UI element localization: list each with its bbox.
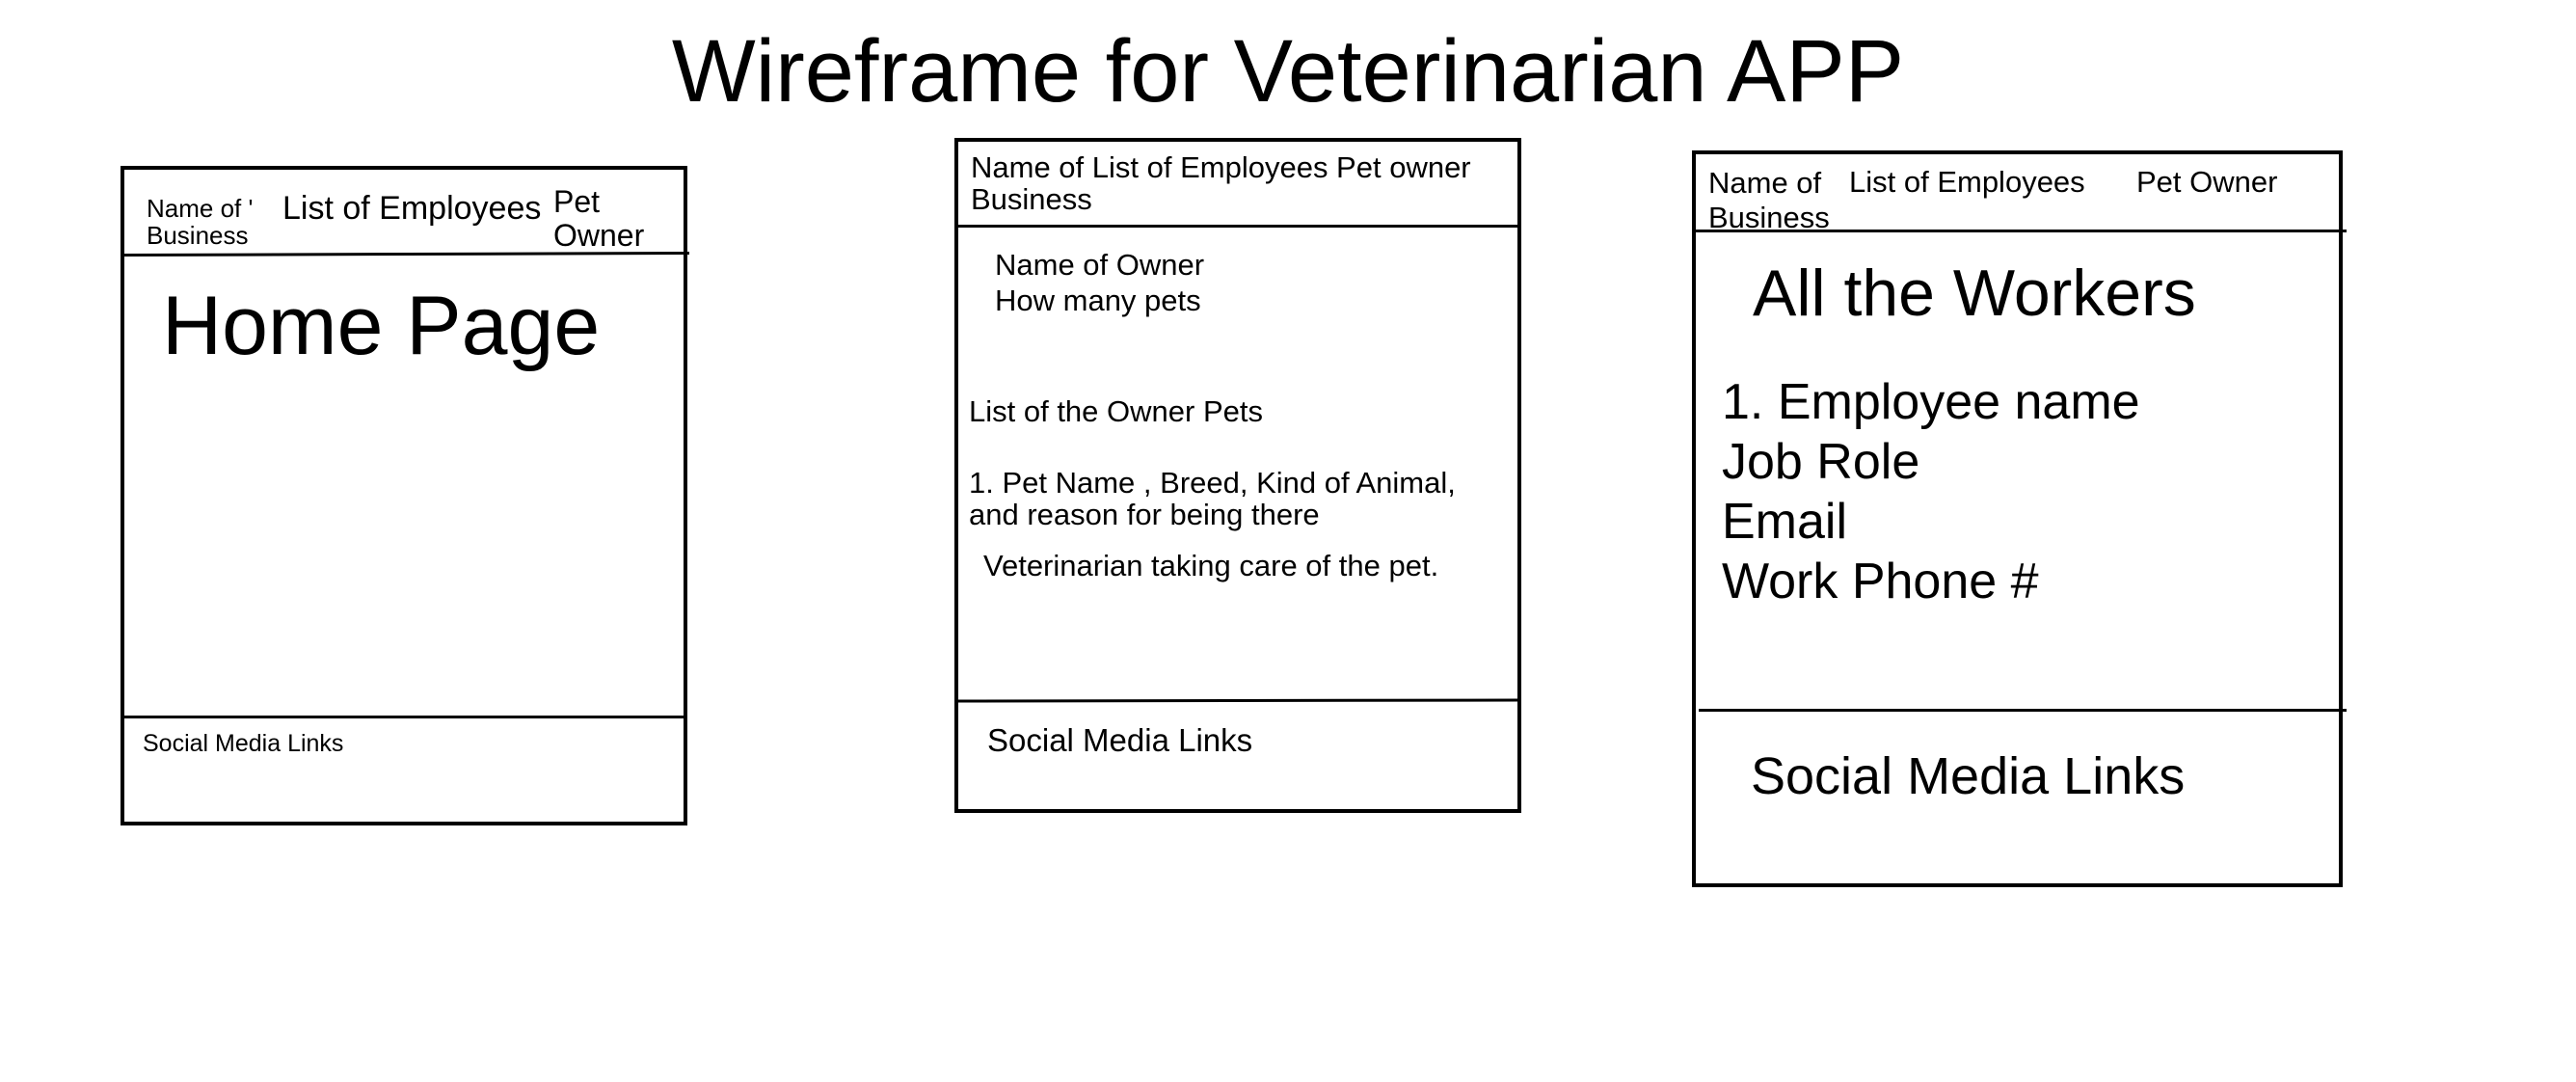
employees-header-divider xyxy=(1694,230,2347,232)
owner-pets-heading: List of the Owner Pets xyxy=(969,394,1263,428)
home-frame-border xyxy=(121,166,687,825)
pet-owner-frame-border xyxy=(954,138,1521,813)
employees-page-heading: All the Workers xyxy=(1753,257,2196,330)
veterinarian-line: Veterinarian taking care of the pet. xyxy=(983,549,1439,582)
employees-footer-divider xyxy=(1699,709,2347,712)
diagram-title: Wireframe for Veterinarian APP xyxy=(671,22,1905,121)
employees-footer-social-links[interactable]: Social Media Links xyxy=(1751,747,2186,805)
home-nav-employees[interactable]: List of Employees xyxy=(282,190,542,227)
home-nav-pet-owner[interactable]: Pet Owner xyxy=(553,184,645,253)
pet-list-item: 1. Pet Name , Breed, Kind of Animal, and… xyxy=(969,466,1456,532)
employee-name-label: 1. Employee name xyxy=(1722,374,2140,430)
home-page-heading: Home Page xyxy=(162,280,601,372)
work-phone-label: Work Phone # xyxy=(1722,554,2039,609)
employees-nav-business[interactable]: Name of Business xyxy=(1708,166,1830,234)
home-nav-business[interactable]: Name of ' Business xyxy=(147,194,254,251)
pet-count-label: How many pets xyxy=(995,284,1201,317)
employees-frame-border xyxy=(1692,150,2343,887)
pet-owner-nav[interactable]: Name of List of Employees Pet owner Busi… xyxy=(971,150,1471,217)
email-label: Email xyxy=(1722,494,1848,550)
home-footer-divider xyxy=(122,716,685,718)
pet-owner-header-divider xyxy=(956,225,1519,228)
owner-name-label: Name of Owner xyxy=(995,248,1205,282)
employees-nav-employees[interactable]: List of Employees xyxy=(1849,165,2085,199)
home-footer-social-links[interactable]: Social Media Links xyxy=(143,730,344,757)
job-role-label: Job Role xyxy=(1722,434,1920,490)
employees-nav-pet-owner[interactable]: Pet Owner xyxy=(2136,165,2278,199)
pet-owner-footer-social-links[interactable]: Social Media Links xyxy=(987,722,1253,758)
